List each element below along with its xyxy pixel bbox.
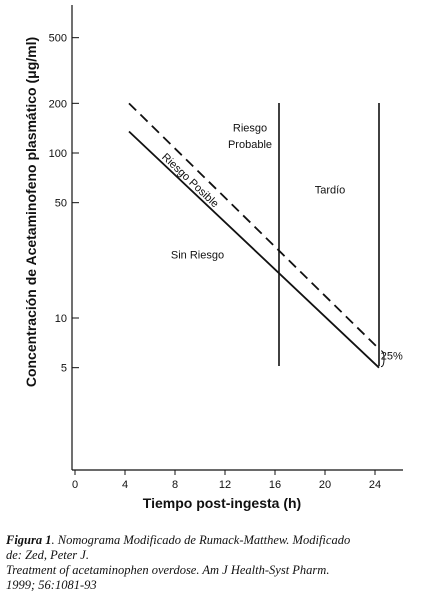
annotation-tard-o: Tardío <box>315 184 346 196</box>
caption-line-3: Treatment of acetaminophen overdose. Am … <box>6 563 330 577</box>
annotation-riesgo: Riesgo <box>233 122 267 134</box>
y-tick-label-500: 500 <box>49 33 67 45</box>
x-axis-title: Tiempo post-ingesta (h) <box>143 495 301 511</box>
x-tick-label-24: 24 <box>369 479 381 491</box>
y-tick-label-5: 5 <box>61 363 67 375</box>
x-tick-label-4: 4 <box>122 479 128 491</box>
y-tick-label-50: 50 <box>55 198 67 210</box>
x-tick-label-20: 20 <box>319 479 331 491</box>
chart-svg: 5 10 50 100 200 500 0 4 8 12 16 20 24 Tiempo post-ing… <box>23 5 403 511</box>
figure-caption: Figura 1. Nomograma Modificado de Rumack… <box>6 533 431 593</box>
caption-line-2: de: Zed, Peter J. <box>6 548 89 562</box>
nomogram-chart: 5 10 50 100 200 500 0 4 8 12 16 20 24 Tiempo post-ing… <box>23 5 403 511</box>
caption-line-1: Figura 1. Nomograma Modificado de Rumack… <box>6 533 431 548</box>
series-label-riesgo-posible: Riesgo Posible <box>159 151 221 210</box>
y-tick-label-10: 10 <box>55 313 67 325</box>
x-tick-label-16: 16 <box>269 479 281 491</box>
caption-line-4: 1999; 56:1081-93 <box>6 578 97 592</box>
x-tick-label-8: 8 <box>172 479 178 491</box>
percent-bracket <box>380 350 385 368</box>
y-tick-label-100: 100 <box>49 148 67 160</box>
caption-figure-label: Figura 1 <box>6 533 52 547</box>
annotation-sin-riesgo: Sin Riesgo <box>171 249 224 261</box>
y-tick-label-200: 200 <box>49 98 67 110</box>
caption-title: . Nomograma Modificado de Rumack-Matthew… <box>51 533 351 547</box>
y-axis-title: Concentración de Acetaminofeno plasmátic… <box>23 37 39 387</box>
x-tick-label-12: 12 <box>219 479 231 491</box>
annotation-probable: Probable <box>228 139 272 151</box>
solid-risk-line <box>128 130 380 369</box>
x-tick-label-0: 0 <box>72 479 78 491</box>
dashed-risk-line <box>128 102 380 350</box>
annotation-25-: 25% <box>381 351 403 363</box>
